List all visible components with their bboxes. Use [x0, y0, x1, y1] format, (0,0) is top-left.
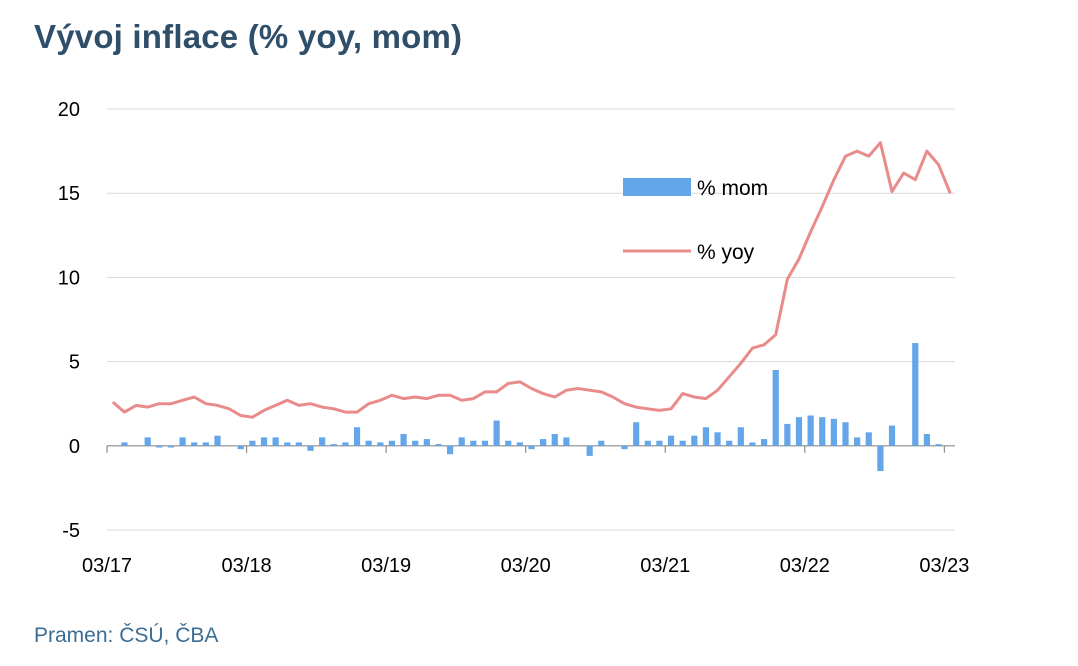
mom-bar [191, 442, 198, 446]
mom-bar [423, 439, 430, 446]
y-tick-label: 20 [58, 99, 80, 121]
mom-bar [888, 425, 896, 446]
mom-bar [353, 427, 361, 446]
legend: % mom % yoy [623, 177, 768, 264]
x-tick-label: 03/23 [919, 555, 969, 577]
yoy-line-group [111, 141, 952, 419]
mom-bar [272, 437, 279, 446]
mom-bar [365, 440, 372, 446]
mom-bar [307, 445, 314, 451]
gridlines [107, 108, 955, 531]
mom-bar [726, 440, 733, 446]
mom-bar [667, 435, 675, 446]
mom-bar [458, 437, 465, 446]
x-tick-label: 03/21 [640, 555, 690, 577]
mom-bar [516, 442, 523, 446]
mom-bar [377, 442, 384, 446]
mom-bar [551, 434, 558, 446]
mom-bar [295, 442, 302, 446]
mom-bar [156, 445, 163, 448]
mom-bar [912, 343, 919, 446]
mom-bar [691, 435, 698, 446]
mom-bar [644, 440, 651, 446]
legend-label-mom: % mom [697, 177, 768, 200]
mom-bar [935, 444, 942, 446]
mom-bar [528, 445, 535, 450]
y-axis-ticks: -5 0 5 10 15 20 [58, 99, 80, 542]
mom-bar [760, 439, 768, 446]
mom-bar [249, 440, 256, 446]
y-tick-label: -5 [62, 520, 80, 542]
mom-bar [167, 445, 175, 448]
legend-swatch-mom [623, 178, 691, 196]
mom-bar [854, 437, 861, 446]
x-tick-label: 03/20 [501, 555, 551, 577]
mom-bar [388, 440, 396, 446]
mom-bar [179, 437, 186, 446]
mom-bar [319, 437, 326, 446]
x-tick-label: 03/19 [361, 555, 411, 577]
x-tick-label: 03/18 [222, 555, 272, 577]
mom-bar [633, 422, 640, 446]
x-axis: 03/17 03/18 03/19 03/20 03/21 03/22 03/23 [82, 445, 969, 577]
mom-bar [144, 437, 151, 446]
mom-bar [807, 415, 814, 446]
mom-bar [621, 445, 628, 450]
mom-bar [330, 444, 337, 446]
mom-bars [121, 343, 942, 472]
yoy-line [111, 141, 952, 419]
mom-bar [505, 440, 512, 446]
mom-bar [865, 432, 872, 446]
mom-bar [202, 442, 209, 446]
y-tick-label: 10 [58, 267, 80, 289]
mom-bar [260, 437, 268, 446]
mom-bar [819, 417, 826, 446]
source-note: Pramen: ČSÚ, ČBA [34, 624, 219, 647]
mom-bar [214, 435, 221, 446]
mom-bar [842, 422, 849, 446]
mom-bar [237, 445, 244, 450]
mom-bar [679, 440, 686, 446]
mom-bar [877, 445, 884, 472]
mom-bar [749, 442, 756, 446]
mom-bar [470, 440, 477, 446]
mom-bar [540, 439, 547, 446]
mom-bar [481, 440, 489, 446]
mom-bar [772, 370, 779, 446]
x-tick-label: 03/17 [82, 555, 132, 577]
mom-bar [656, 440, 663, 446]
y-tick-label: 15 [58, 183, 80, 205]
mom-bar [795, 417, 803, 446]
mom-bar [412, 440, 419, 446]
mom-bar [714, 432, 721, 446]
mom-bar [737, 427, 744, 446]
mom-bar [284, 442, 291, 446]
mom-bar [598, 440, 605, 446]
y-tick-label: 5 [69, 352, 80, 374]
mom-bar [493, 420, 500, 446]
mom-bar [435, 444, 442, 446]
mom-bar [830, 418, 837, 446]
mom-bar [784, 423, 791, 446]
legend-label-yoy: % yoy [697, 241, 755, 264]
mom-bar [923, 434, 931, 446]
mom-bar [342, 442, 349, 446]
mom-bar [702, 427, 710, 446]
x-tick-label: 03/22 [780, 555, 830, 577]
mom-bar [586, 445, 593, 456]
mom-bar [563, 437, 570, 446]
mom-bar [400, 434, 407, 446]
chart-title: Vývoj inflace (% yoy, mom) [34, 18, 463, 55]
mom-bar [446, 445, 454, 455]
y-tick-label: 0 [69, 436, 80, 458]
mom-bar [121, 442, 128, 446]
